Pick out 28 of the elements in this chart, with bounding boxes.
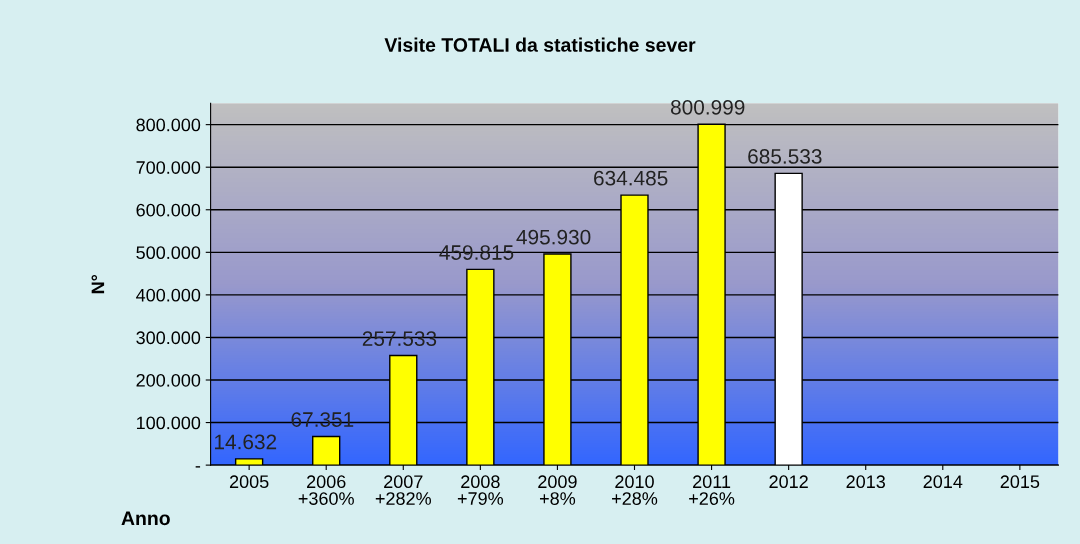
y-tick-label: 500.000 [136,246,201,260]
x-tick-label: 2012 [769,475,808,489]
y-tick-label: 600.000 [136,203,201,217]
y-tick-label: - [195,466,201,468]
x-tick-label: 2009 +8% [538,475,577,505]
data-label: 800.999 [670,99,745,115]
y-tick-label: 700.000 [136,161,201,174]
x-tick-label: 2005 [229,475,269,489]
data-label: 685.533 [748,149,822,164]
chart-title: Visite TOTALI da statistiche sever [384,37,696,52]
x-tick-label: 2013 [846,475,886,489]
y-tick-label: 300.000 [136,331,201,345]
x-tick-label: 2015 [1000,475,1040,489]
data-label: 14.632 [215,434,277,450]
x-axis-title: Anno [121,511,170,526]
x-tick-label: 2014 [923,475,963,489]
y-tick-label: 200.000 [136,373,201,387]
data-label: 495.930 [516,229,591,245]
y-tick-label: 100.000 [136,416,201,430]
y-tick-label: 400.000 [136,288,201,302]
x-tick-label: 2006 +360% [298,475,354,505]
y-tick-label: 800.000 [136,118,201,132]
x-tick-label: 2011 +26% [689,475,735,505]
x-tick-label: 2010 +28% [612,475,658,505]
y-axis-title: N° [91,274,105,294]
data-label: 634.485 [594,170,668,186]
x-tick-label: 2007 +282% [375,475,431,505]
x-tick-label: 2008 +79% [457,475,504,505]
